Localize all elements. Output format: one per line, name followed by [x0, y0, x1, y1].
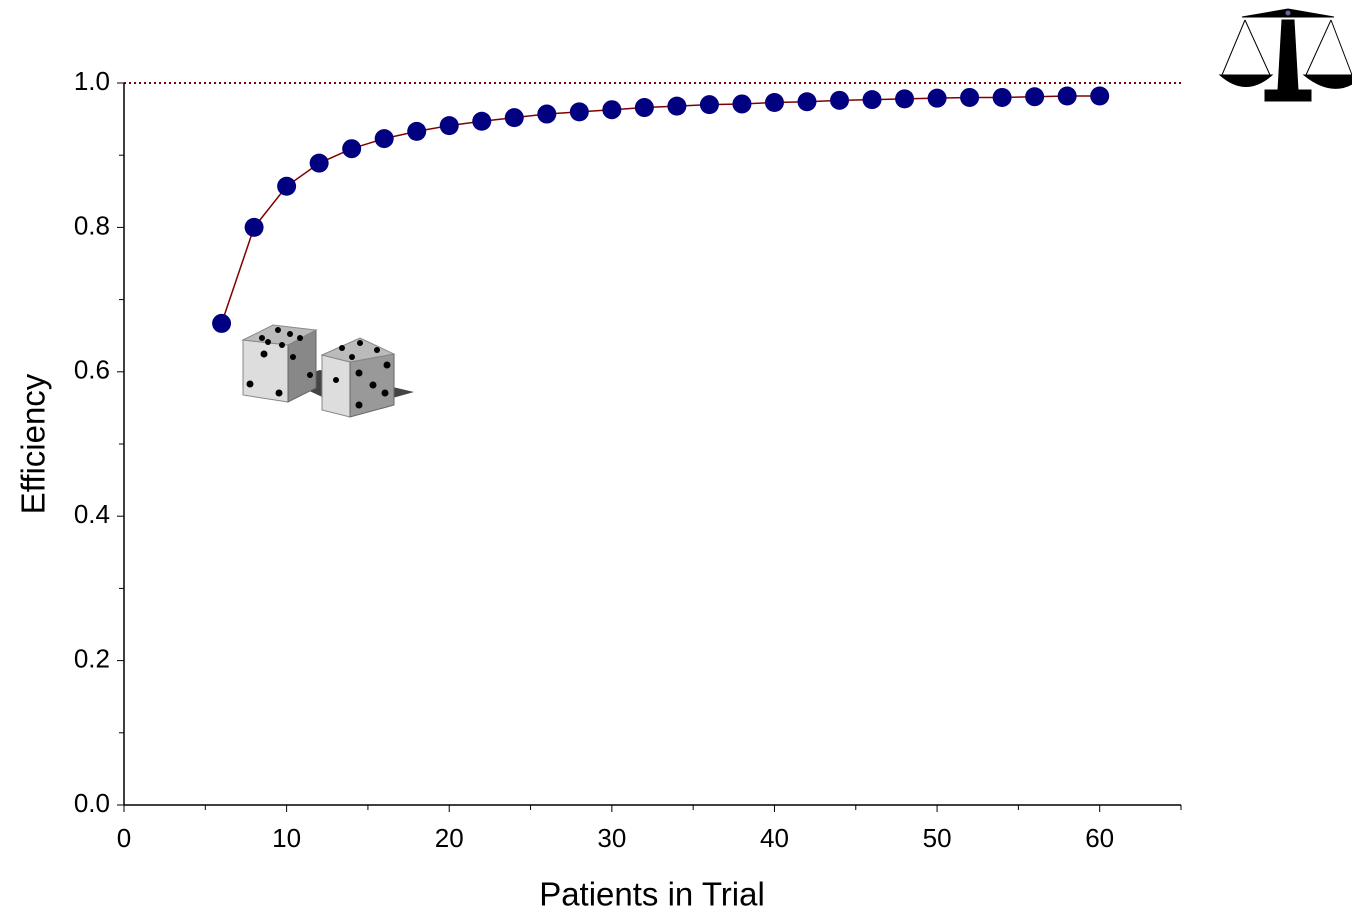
- data-point: [374, 129, 394, 149]
- data-point: [342, 139, 362, 159]
- y-tick-label: 0.4: [74, 499, 110, 529]
- y-tick-label: 0.2: [74, 643, 110, 673]
- x-tick-label: 0: [117, 823, 131, 853]
- data-point: [244, 217, 264, 237]
- data-point: [309, 153, 329, 173]
- data-point: [407, 121, 427, 141]
- data-point: [537, 104, 557, 124]
- data-point: [1025, 87, 1045, 107]
- data-point: [602, 100, 622, 120]
- dice-icon: [241, 324, 414, 418]
- x-tick-label: 10: [272, 823, 301, 853]
- data-point: [1090, 86, 1110, 106]
- series-line: [220, 95, 1100, 324]
- data-point: [992, 87, 1012, 107]
- data-point: [797, 92, 817, 112]
- x-tick-label: 50: [923, 823, 952, 853]
- x-axis-label: Patients in Trial: [539, 876, 765, 913]
- data-point: [960, 87, 980, 107]
- data-point: [1057, 86, 1077, 106]
- data-point: [472, 111, 492, 131]
- data-point: [830, 90, 850, 110]
- data-point: [764, 92, 784, 112]
- data-point: [569, 102, 589, 122]
- data-point: [439, 116, 459, 136]
- y-axis-label: Efficiency: [15, 373, 52, 514]
- y-tick-label: 0.8: [74, 210, 110, 240]
- data-point: [277, 176, 297, 196]
- x-tick-label: 20: [435, 823, 464, 853]
- data-point: [927, 88, 947, 108]
- data-point: [732, 94, 752, 114]
- y-tick-label: 0.0: [74, 788, 110, 818]
- y-tick-label: 0.6: [74, 355, 110, 385]
- data-point: [862, 90, 882, 110]
- y-tick-label: 1.0: [74, 66, 110, 96]
- x-tick-label: 40: [760, 823, 789, 853]
- x-tick-label: 30: [597, 823, 626, 853]
- scales-icon: [1218, 8, 1352, 102]
- data-point: [667, 96, 687, 116]
- data-point: [504, 108, 524, 128]
- data-point: [634, 98, 654, 118]
- data-point: [699, 95, 719, 115]
- x-tick-label: 60: [1085, 823, 1114, 853]
- data-point: [895, 89, 915, 109]
- data-point: [212, 313, 232, 333]
